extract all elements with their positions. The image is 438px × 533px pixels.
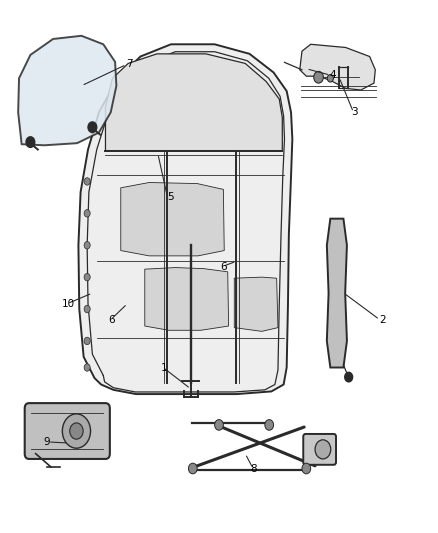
Circle shape bbox=[265, 419, 274, 430]
Circle shape bbox=[84, 364, 90, 371]
Circle shape bbox=[26, 137, 35, 148]
Circle shape bbox=[88, 122, 97, 133]
Polygon shape bbox=[121, 182, 224, 256]
Text: 8: 8 bbox=[251, 464, 257, 473]
Polygon shape bbox=[18, 36, 117, 146]
Text: 1: 1 bbox=[161, 362, 168, 373]
Circle shape bbox=[84, 305, 90, 313]
Circle shape bbox=[345, 372, 353, 382]
Circle shape bbox=[70, 423, 83, 439]
Circle shape bbox=[84, 337, 90, 345]
Polygon shape bbox=[327, 219, 347, 368]
Polygon shape bbox=[78, 44, 292, 394]
Polygon shape bbox=[145, 268, 229, 330]
Circle shape bbox=[314, 71, 323, 83]
Polygon shape bbox=[234, 277, 278, 332]
Text: 10: 10 bbox=[62, 298, 75, 309]
Text: 4: 4 bbox=[329, 70, 336, 80]
Circle shape bbox=[84, 241, 90, 249]
FancyBboxPatch shape bbox=[303, 434, 336, 465]
Circle shape bbox=[315, 440, 331, 459]
Circle shape bbox=[84, 273, 90, 281]
Circle shape bbox=[62, 414, 91, 448]
Circle shape bbox=[188, 463, 197, 474]
Text: 3: 3 bbox=[351, 107, 358, 117]
Polygon shape bbox=[300, 44, 375, 90]
Polygon shape bbox=[106, 54, 283, 151]
Text: 7: 7 bbox=[126, 60, 133, 69]
Text: 9: 9 bbox=[43, 437, 50, 447]
Text: 6: 6 bbox=[220, 262, 227, 271]
Text: 6: 6 bbox=[109, 314, 115, 325]
Circle shape bbox=[84, 177, 90, 185]
Circle shape bbox=[327, 75, 333, 82]
Text: 5: 5 bbox=[168, 192, 174, 203]
FancyBboxPatch shape bbox=[25, 403, 110, 459]
Circle shape bbox=[84, 209, 90, 217]
Circle shape bbox=[215, 419, 223, 430]
Text: 2: 2 bbox=[379, 314, 386, 325]
Circle shape bbox=[302, 463, 311, 474]
